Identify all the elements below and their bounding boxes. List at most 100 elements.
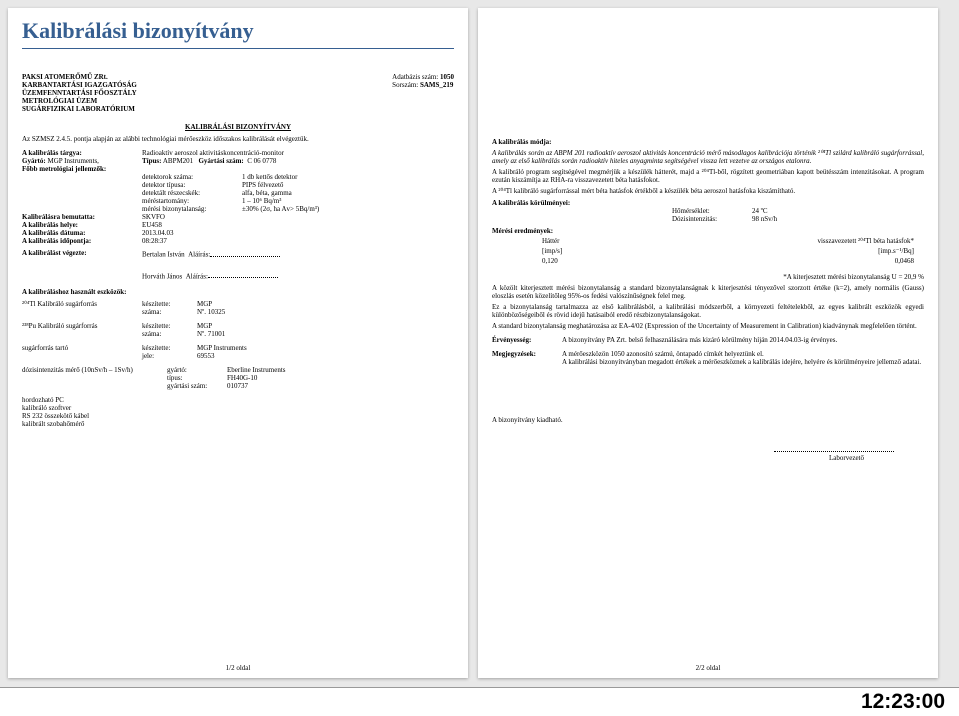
feat-v: 1 – 10⁶ Bq/m³ xyxy=(242,197,454,205)
feat-v: alfa, béta, gamma xyxy=(242,189,454,197)
performer-1: Bertalan István xyxy=(142,251,185,259)
sig-role: Laborvezető xyxy=(492,454,864,462)
feat-k: detektorok száma: xyxy=(142,173,242,181)
intro-text: Az SZMSZ 2.4.5. pontja alapján az alábbi… xyxy=(22,135,454,143)
header-block: PAKSI ATOMERŐMŰ ZRt. KARBANTARTÁSI IGAZG… xyxy=(22,73,454,113)
notes-label: Megjegyzések: xyxy=(492,350,562,366)
cond-k: Dózisintenzitás: xyxy=(672,215,752,223)
subject-row: A kalibrálás tárgya: Radioaktív aeroszol… xyxy=(22,149,454,157)
type-label: Típus: xyxy=(142,157,161,165)
meta-k: A kalibrálás helye: xyxy=(22,221,142,229)
issuer-line: ÜZEMFENNTARTÁSI FŐOSZTÁLY xyxy=(22,89,137,97)
feat-v: ±30% (2σ, ha Aᴠ> 5Bq/m³) xyxy=(242,205,454,213)
mode-title: A kalibrálás módja: xyxy=(492,138,924,146)
features-label-row: Főbb metrológiai jellemzők: xyxy=(22,165,454,173)
serial-value: SAMS_219 xyxy=(420,81,453,89)
prodno-value: C 06 0778 xyxy=(247,157,276,165)
uncertainty-note: *A kiterjesztett mérési bizonytalanság U… xyxy=(492,273,924,281)
validity-text: A bizonyítvány PA Zrt. belső felhasználá… xyxy=(562,336,924,344)
sig-label: Aláírás: xyxy=(188,251,210,259)
unc-para2: Ez a bizonytalanság tartalmazza az első … xyxy=(492,303,924,319)
db-value: 1050 xyxy=(440,73,454,81)
tool-v: Eberline Instruments xyxy=(227,366,286,374)
unc-para3: A standard bizonytalanság meghatározása … xyxy=(492,322,924,330)
tool-k: gyártási szám: xyxy=(167,382,227,390)
extra-tool: hordozható PC xyxy=(22,396,454,404)
tool-k: száma: xyxy=(142,308,197,316)
feat-v: PIPS félvezető xyxy=(242,181,454,189)
results-headers: Háttér visszavezetett ²⁰⁴Tl béta hatásfo… xyxy=(542,237,914,245)
cond-v: 24 ºC xyxy=(752,207,768,215)
issuer-block: PAKSI ATOMERŐMŰ ZRt. KARBANTARTÁSI IGAZG… xyxy=(22,73,137,113)
status-bar: 12:23:00 xyxy=(0,687,959,716)
prodno-label: Gyártási szám: xyxy=(198,157,243,165)
tool-v: MGP xyxy=(197,300,212,308)
feat-k: detektor típusa: xyxy=(142,181,242,189)
results-values: 0,120 0,0468 xyxy=(542,257,914,265)
serial-label: Sorszám: xyxy=(392,81,418,89)
features-label: Főbb metrológiai jellemzők: xyxy=(22,165,142,173)
meta-v: 2013.04.03 xyxy=(142,229,454,237)
tool-v: MGP Instruments xyxy=(197,344,247,352)
tool-name: ²³⁸Pu Kalibráló sugárforrás xyxy=(22,322,142,338)
res-u2: [imp.s⁻¹/Bq] xyxy=(878,247,914,255)
subject-label: A kalibrálás tárgya: xyxy=(22,149,142,157)
feat-k: méréstartomány: xyxy=(142,197,242,205)
extra-tool: kalibrált szobahőmérő xyxy=(22,420,454,428)
sig-label: Aláírás: xyxy=(186,272,208,280)
tool-v: Nº. 10325 xyxy=(197,308,225,316)
res-v1: 0,120 xyxy=(542,257,558,265)
tool-k: készítette: xyxy=(142,344,197,352)
performed-label: A kalibrálást végezte: xyxy=(22,249,142,258)
extra-tool: kalibráló szoftver xyxy=(22,404,454,412)
cond-v: 98 nSv/h xyxy=(752,215,777,223)
meta-v: EU458 xyxy=(142,221,454,229)
signature-line xyxy=(208,271,278,278)
note-line: A kalibrálási bizonyítványban megadott é… xyxy=(562,358,924,366)
extra-tool: RS 232 összekötő kábel xyxy=(22,412,454,420)
page-foot-1: 1/2 oldal xyxy=(226,664,251,672)
db-label: Adatbázis szám: xyxy=(392,73,438,81)
res-h2: visszavezetett ²⁰⁴Tl béta hatásfok* xyxy=(817,237,914,245)
note-line: A mérőeszközön 1050 azonosító számú, önt… xyxy=(562,350,924,358)
issuer-line: PAKSI ATOMERŐMŰ ZRt. xyxy=(22,73,137,81)
subject-value: Radioaktív aeroszol aktivitáskoncentráci… xyxy=(142,149,454,157)
res-v2: 0,0468 xyxy=(895,257,914,265)
clock-time: 12:23:00 xyxy=(861,690,945,714)
mode-text: A kalibrálás során az ABPM 201 radioaktí… xyxy=(492,149,924,165)
issuer-line: KARBANTARTÁSI IGAZGATÓSÁG xyxy=(22,81,137,89)
tool-v: 010737 xyxy=(227,382,248,390)
cond-k: Hőmérséklet: xyxy=(672,207,752,215)
tool-k: készítette: xyxy=(142,322,197,330)
results-title: Mérési eredmények: xyxy=(492,227,924,235)
tool-v: Nº. 71001 xyxy=(197,330,225,338)
tool-v: MGP xyxy=(197,322,212,330)
features-block: detektorok száma:1 db kettős detektor de… xyxy=(142,173,454,213)
maker-label: Gyártó: xyxy=(22,157,46,165)
type-value: ABPM201 xyxy=(163,157,193,165)
release-text: A bizonyítvány kiadható. xyxy=(492,416,924,424)
meta-k: Kalibrálásra bemutatta: xyxy=(22,213,142,221)
tool-name: sugárforrás tartó xyxy=(22,344,142,360)
meta-k: A kalibrálás időpontja: xyxy=(22,237,142,245)
res-h1: Háttér xyxy=(542,237,560,245)
page-2: A kalibrálás módja: A kalibrálás során a… xyxy=(478,8,938,678)
signature-line xyxy=(774,444,894,451)
section-title: KALIBRÁLÁSI BIZONYÍTVÁNY xyxy=(22,123,454,131)
tools-label: A kalibráláshoz használt eszközök: xyxy=(22,288,454,296)
tool-k: készítette: xyxy=(142,300,197,308)
unc-para1: A közölt kiterjesztett mérési bizonytala… xyxy=(492,284,924,300)
tool-v: FH40G-10 xyxy=(227,374,257,382)
tool-k: jele: xyxy=(142,352,197,360)
meta-v: 08:28:37 xyxy=(142,237,454,245)
mode-text2: A kalibráló program segítségével megmérj… xyxy=(492,168,924,184)
tool-name: ²⁰⁴Tl Kalibráló sugárforrás xyxy=(22,300,142,316)
tools-list: ²⁰⁴Tl Kalibráló sugárforrás készítette:M… xyxy=(22,300,454,429)
validity-label: Érvényesség: xyxy=(492,336,562,344)
feat-k: detektált részecskék: xyxy=(142,189,242,197)
cond-title: A kalibrálás körülményei: xyxy=(492,199,924,207)
tool-v: 69553 xyxy=(197,352,215,360)
performer-2: Horváth János xyxy=(142,272,182,280)
page-foot-2: 2/2 oldal xyxy=(696,664,721,672)
maker-value: MGP Instruments, xyxy=(47,157,98,165)
